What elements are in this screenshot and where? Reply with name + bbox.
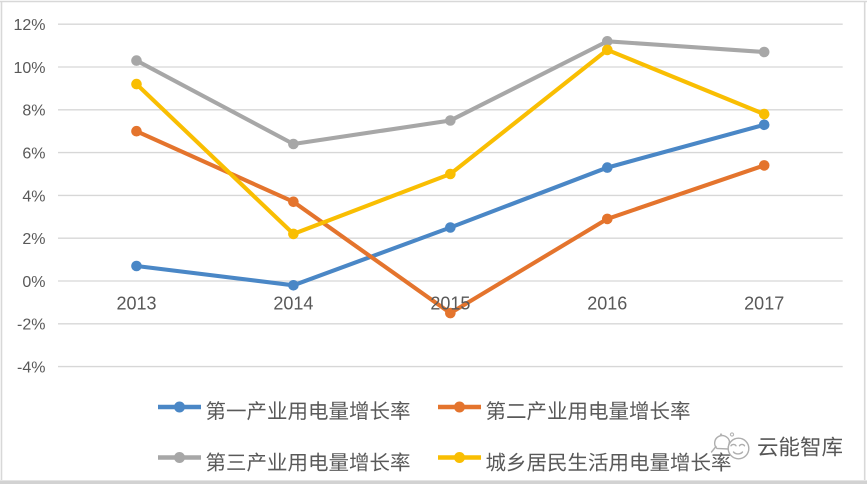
svg-text:2%: 2%	[22, 231, 45, 248]
svg-text:4%: 4%	[22, 188, 45, 205]
svg-text:8%: 8%	[22, 103, 45, 120]
svg-text:2017: 2017	[744, 294, 784, 314]
svg-text:6%: 6%	[22, 146, 45, 163]
svg-text:2013: 2013	[116, 294, 156, 314]
svg-text:2014: 2014	[273, 294, 313, 314]
svg-text:-2%: -2%	[17, 317, 45, 334]
svg-text:0%: 0%	[22, 274, 45, 291]
svg-text:10%: 10%	[13, 60, 45, 77]
svg-text:2016: 2016	[587, 294, 627, 314]
svg-text:2015: 2015	[430, 294, 470, 314]
svg-text:-4%: -4%	[17, 360, 45, 377]
svg-text:12%: 12%	[13, 17, 45, 34]
